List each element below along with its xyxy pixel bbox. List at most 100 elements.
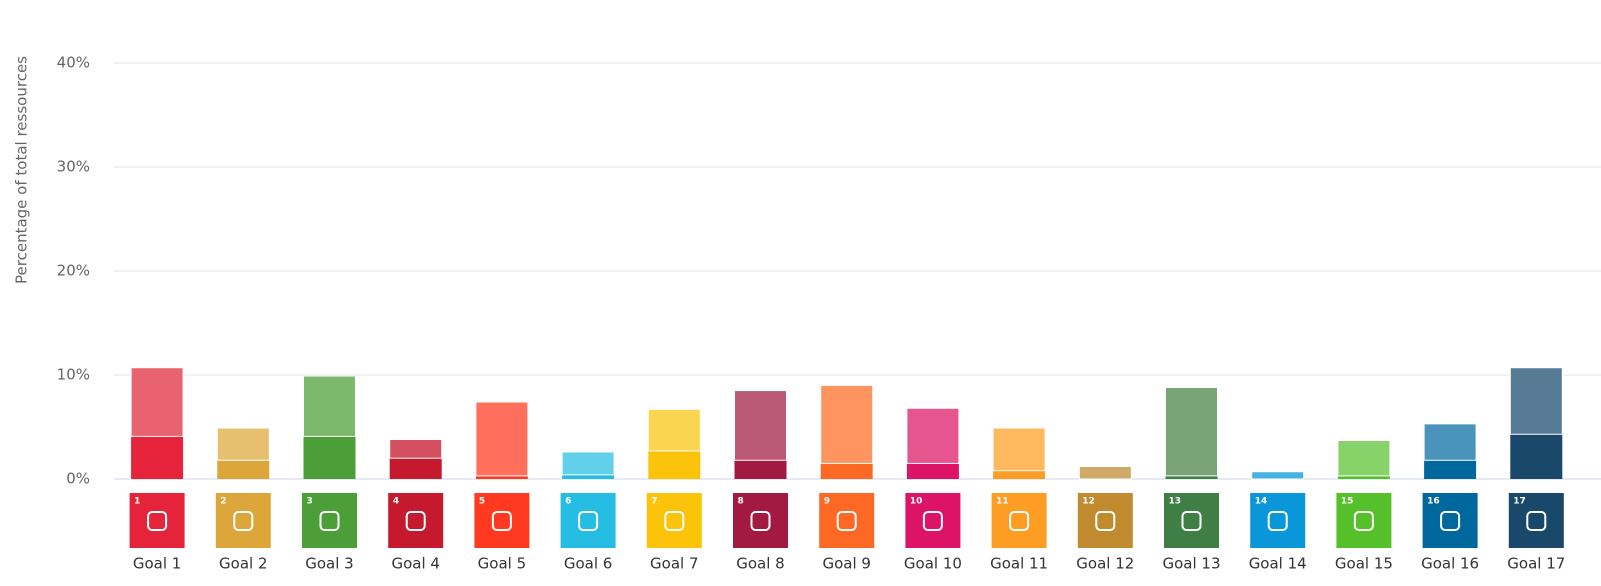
goal-icon-number: 17 (1513, 497, 1526, 507)
goal-icon (388, 493, 444, 548)
goal-icon (1336, 493, 1392, 548)
bar-segment (906, 463, 959, 479)
x-tick-label: Goal 14 (1249, 555, 1307, 573)
goal-icon-number: 10 (910, 497, 923, 507)
x-tick-label: Goal 17 (1507, 555, 1565, 573)
goal-icon (646, 493, 702, 548)
x-tick-label: Goal 11 (990, 555, 1048, 573)
goal-icon-number: 12 (1082, 497, 1095, 507)
x-tick-label: Goal 13 (1162, 555, 1220, 573)
y-tick-label: 0% (66, 470, 90, 488)
goal-icon-number: 13 (1169, 497, 1182, 507)
x-tick-label: Goal 7 (650, 555, 698, 573)
goal-icon (1077, 493, 1133, 548)
goal-icon-number: 3 (307, 497, 313, 507)
bar-segment (648, 450, 701, 479)
bar-segment (992, 427, 1046, 472)
goal-icon (1164, 493, 1219, 548)
bar-segment (389, 438, 443, 459)
bar-segment (1078, 466, 1132, 480)
x-tick-label: Goal 9 (822, 555, 870, 573)
goal-icon-symbol (1440, 511, 1461, 531)
bar-segment (561, 451, 615, 476)
goal-icon (560, 493, 616, 548)
x-tick-label: Goal 8 (736, 555, 784, 573)
goal-icon-symbol (1353, 511, 1374, 531)
y-tick-label: 20% (57, 262, 90, 280)
goal-icon (905, 493, 961, 548)
x-tick-label: Goal 5 (478, 555, 526, 573)
goal-icon-symbol (147, 511, 168, 531)
goal-icon-number: 14 (1255, 497, 1268, 507)
bar-segment (906, 407, 960, 464)
goal-icon-number: 4 (393, 497, 399, 507)
bar-segment (217, 460, 270, 479)
goal-icon-symbol (1095, 511, 1116, 531)
goal-icon (302, 493, 357, 548)
goal-icon (991, 493, 1047, 548)
goal-icon-symbol (836, 511, 857, 531)
bar-segment (1165, 475, 1218, 479)
bar-segment (1424, 460, 1477, 479)
bar-segment (1251, 471, 1305, 480)
bar-segment (475, 401, 529, 477)
x-tick-label: Goal 12 (1076, 555, 1134, 573)
bar-segment (647, 408, 701, 452)
y-tick-label: 40% (57, 54, 90, 72)
bar-segment (475, 475, 528, 479)
goal-icon-symbol (405, 511, 426, 531)
bar-segment (303, 375, 356, 437)
goal-icon-symbol (491, 511, 512, 531)
y-axis-label: Percentage of total ressources (13, 56, 31, 284)
goal-icon-symbol (1526, 511, 1547, 531)
x-tick-label: Goal 10 (904, 555, 962, 573)
bar-segment (131, 436, 184, 479)
bar-segment (1337, 440, 1391, 477)
goal-icon-number: 9 (824, 497, 830, 507)
goal-icon-number: 8 (738, 497, 744, 507)
goal-icon (819, 493, 875, 548)
bar-segment (562, 474, 615, 479)
goal-icon-number: 5 (479, 497, 485, 507)
bar-segment (993, 470, 1046, 479)
bar-segment (734, 390, 787, 461)
x-tick-label: Goal 2 (219, 555, 267, 573)
goal-icon-symbol (664, 511, 685, 531)
bar-segment (1165, 386, 1218, 477)
x-tick-label: Goal 1 (133, 555, 181, 573)
goal-icon-symbol (233, 511, 254, 531)
bar-segment (1510, 434, 1563, 479)
goal-icon-number: 7 (651, 497, 657, 507)
bar-segment (1337, 475, 1390, 479)
goal-icon-symbol (750, 511, 771, 531)
bar-segment (820, 384, 874, 464)
x-tick-label: Goal 4 (391, 555, 439, 573)
bar-segment (303, 436, 356, 479)
goal-icon (1508, 493, 1564, 548)
goal-icon-symbol (922, 511, 943, 531)
x-tick-label: Goal 6 (564, 555, 612, 573)
goal-icon-number: 1 (134, 497, 140, 507)
y-tick-label: 10% (57, 366, 90, 384)
goal-icon-number: 6 (565, 497, 571, 507)
bar-segment (130, 367, 184, 437)
bar-segment (1423, 423, 1477, 461)
goal-icon-symbol (1267, 511, 1288, 531)
goal-icon-symbol (1181, 511, 1202, 531)
goal-icon-number: 11 (996, 497, 1009, 507)
goal-icon-number: 2 (220, 497, 226, 507)
x-tick-label: Goal 16 (1421, 555, 1479, 573)
goal-icon (129, 493, 185, 548)
goal-icon-symbol (319, 511, 340, 531)
goal-icon (474, 493, 530, 548)
bar-segment (216, 427, 270, 461)
goal-icon-number: 16 (1427, 497, 1440, 507)
goal-icon-number: 15 (1341, 497, 1354, 507)
goal-icon (215, 493, 271, 548)
bar-segment (820, 463, 873, 479)
bar-segment (734, 460, 787, 479)
bar-segment (389, 458, 442, 479)
x-tick-label: Goal 3 (305, 555, 353, 573)
y-tick-label: 30% (57, 158, 90, 176)
